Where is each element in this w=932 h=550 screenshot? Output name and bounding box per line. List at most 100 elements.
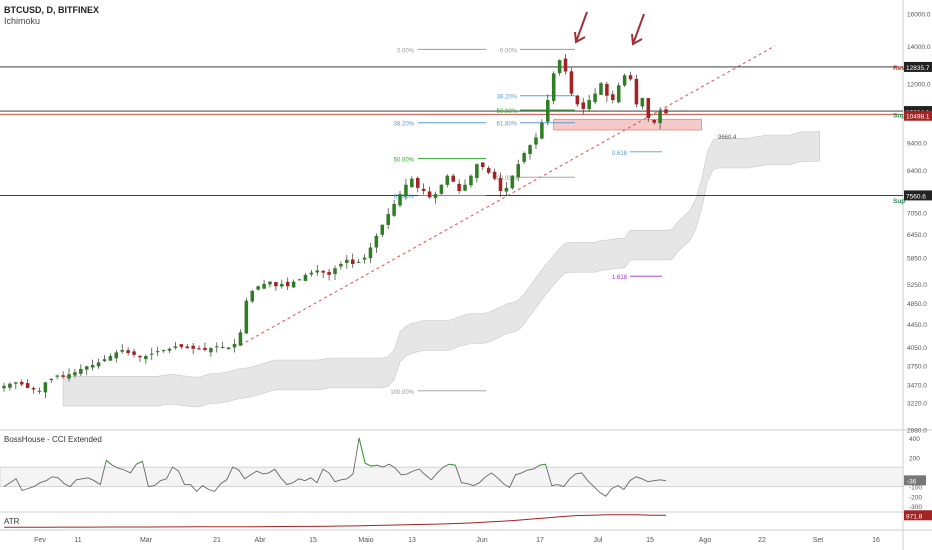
supply-zone	[553, 118, 702, 131]
candle-body	[203, 347, 207, 350]
candle-body	[599, 83, 603, 95]
y-tick-label: 8400.0	[907, 168, 927, 175]
ichimoku-cloud	[62, 130, 820, 408]
candle-body	[96, 362, 101, 367]
candle-body	[291, 281, 296, 288]
price-annotation: 9660.4	[718, 135, 737, 141]
atr-line	[4, 514, 667, 528]
candle-body	[173, 346, 178, 348]
candle-body	[309, 272, 314, 275]
candle-body	[540, 122, 544, 139]
candle-body	[652, 119, 656, 123]
price-tag-bg	[904, 190, 932, 201]
candle-body	[480, 162, 485, 167]
cci-tick-label: -200	[909, 494, 922, 501]
fib-label: 38.20%	[497, 95, 518, 101]
price-tag-text: 12835.7	[906, 65, 930, 72]
price-tag-text: 7560.6	[906, 193, 926, 200]
candle-body	[386, 214, 390, 225]
y-tick-label: 6450.0	[907, 232, 927, 239]
y-tick-label: 2880.0	[907, 428, 927, 435]
fib-ext-label: 1.618	[612, 275, 628, 281]
level-tag-text: Sup	[893, 198, 905, 205]
candle-body	[575, 95, 580, 105]
candle-body	[581, 102, 586, 109]
fib-label: 100.00%	[493, 176, 517, 182]
cci-value-tag-bg	[904, 475, 926, 486]
candle-body	[220, 346, 225, 348]
candle-body	[161, 349, 166, 351]
candle-body	[209, 348, 213, 353]
candle-body	[14, 382, 18, 384]
candle-body	[658, 111, 662, 124]
x-tick-label: 13	[408, 537, 416, 544]
candle-body	[398, 194, 402, 206]
candle-body	[415, 177, 420, 188]
fib-label: 61.80%	[497, 122, 518, 128]
candle-body	[380, 224, 385, 235]
candle-body	[19, 381, 24, 385]
cci-title: BossHouse - CCI Extended	[4, 435, 102, 444]
candle-body	[469, 175, 473, 186]
price-panel: 0.00% 38.20% 50.00% 61.80% 100.00% 0.00% 38.20…	[0, 11, 903, 408]
candle-body	[339, 263, 343, 267]
fib-label: 50.00%	[394, 158, 415, 164]
fib-ext-label: 0.618	[612, 151, 628, 157]
candle-body	[551, 73, 556, 101]
indicator-name: Ichimoku	[4, 16, 40, 26]
candle-body	[144, 356, 148, 360]
candle-body	[185, 346, 190, 349]
candle-body	[43, 382, 48, 393]
candle-body	[421, 188, 426, 191]
candle-body	[256, 286, 260, 290]
candle-body	[327, 271, 331, 275]
candle-body	[374, 235, 379, 248]
y-tick-label: 3470.0	[907, 382, 927, 389]
candle-body	[498, 178, 503, 191]
x-tick-label: Jul	[594, 537, 603, 544]
candle-body	[410, 178, 414, 188]
candle-body	[622, 75, 627, 86]
atr-value-tag: 871.8	[906, 513, 923, 520]
candle-body	[646, 98, 651, 119]
candle-body	[563, 58, 568, 72]
cci-tick-label: 400	[909, 436, 920, 443]
candle-body	[114, 352, 119, 359]
candle-body	[605, 84, 609, 96]
candle-body	[664, 109, 668, 114]
x-tick-label: 15	[646, 537, 654, 544]
fib-label: 61.80%	[394, 194, 415, 200]
cci-value-tag: -36	[907, 478, 917, 485]
candle-body	[90, 364, 95, 368]
candle-body	[362, 257, 367, 260]
candle-body	[149, 353, 154, 355]
candle-body	[587, 100, 591, 110]
candle-body	[546, 100, 550, 122]
candle-body	[593, 93, 597, 103]
cci-line	[3, 437, 667, 497]
candle-body	[79, 368, 83, 374]
x-tick-label: Jun	[476, 537, 487, 544]
candle-body	[55, 375, 59, 377]
y-tick-label: 3750.0	[907, 364, 927, 371]
candle-body	[8, 383, 12, 388]
fib-label: 38.20%	[394, 122, 415, 128]
candle-body	[244, 300, 249, 334]
candle-body	[126, 350, 130, 353]
candle-body	[37, 390, 42, 392]
candle-body	[138, 355, 142, 358]
annotation-arrow	[632, 13, 645, 45]
fib-label: 0.00%	[397, 48, 415, 54]
candle-body	[350, 259, 355, 264]
candle-body	[333, 268, 337, 275]
candle-body	[191, 345, 195, 349]
candle-body	[238, 332, 243, 346]
candle-body	[522, 153, 526, 162]
x-tick-label: 11	[74, 537, 81, 544]
candle-body	[303, 274, 308, 281]
price-tag-text: 10498.1	[906, 114, 930, 121]
price-tag-bg	[904, 110, 932, 121]
candle-body	[25, 383, 30, 388]
atr-title: ATR	[4, 517, 20, 526]
